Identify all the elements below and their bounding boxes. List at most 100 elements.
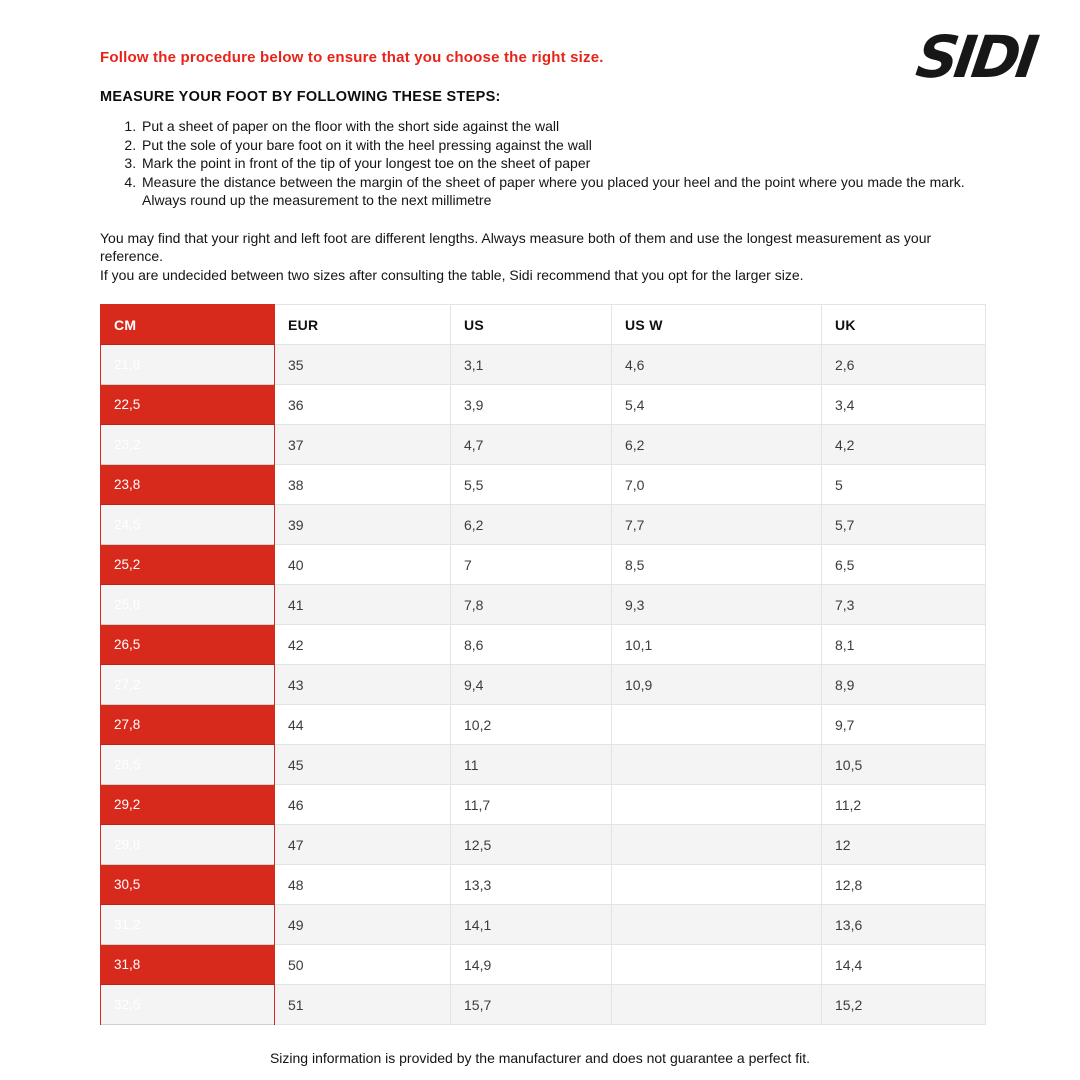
table-cell: 2,6: [821, 344, 986, 385]
table-row: 29,2 46 11,7 11,2: [100, 784, 986, 825]
table-cell: 43: [274, 664, 451, 705]
table-row: 28,5 45 11 10,5: [100, 744, 986, 785]
intro-text: Follow the procedure below to ensure tha…: [100, 49, 604, 66]
table-body: 21,8 35 3,1 4,6 2,6 22,5 36 3,9 5,4 3,4 23,2 37 4,7 6…: [100, 344, 986, 1025]
table-cell: 7,8: [450, 584, 612, 625]
step-item: Measure the distance between the margin …: [140, 173, 985, 210]
table-cell: 42: [274, 624, 451, 665]
table-cell: 5,5: [450, 464, 612, 505]
table-cell-cm: 29,8: [100, 824, 275, 865]
table-cell: [611, 984, 822, 1025]
table-cell: 3,1: [450, 344, 612, 385]
table-cell: [611, 824, 822, 865]
note-undecided: If you are undecided between two sizes a…: [100, 266, 804, 283]
table-row: 23,2 37 4,7 6,2 4,2: [100, 424, 986, 465]
table-cell: 35: [274, 344, 451, 385]
table-cell: 14,1: [450, 904, 612, 945]
step-item: Put the sole of your bare foot on it wit…: [140, 136, 985, 155]
table-cell: 11,7: [450, 784, 612, 825]
table-cell-cm: 23,8: [100, 464, 275, 505]
table-cell: 48: [274, 864, 451, 905]
table-cell: [611, 784, 822, 825]
table-cell: 10,5: [821, 744, 986, 785]
table-cell-cm: 29,2: [100, 784, 275, 825]
table-cell: [611, 704, 822, 745]
table-cell: 3,9: [450, 384, 612, 425]
table-cell: 9,3: [611, 584, 822, 625]
table-row: 30,5 48 13,3 12,8: [100, 864, 986, 905]
table-cell: 6,5: [821, 544, 986, 585]
table-cell: 38: [274, 464, 451, 505]
table-cell: 10,2: [450, 704, 612, 745]
steps-list: Put a sheet of paper on the floor with t…: [100, 117, 985, 210]
size-table: CM EUR US US W UK 21,8 35 3,1 4,6 2,6 22,5 36 3,9 5,…: [100, 304, 986, 1025]
table-cell: 8,6: [450, 624, 612, 665]
table-cell: 3,4: [821, 384, 986, 425]
table-cell: 8,5: [611, 544, 822, 585]
table-cell: 13,6: [821, 904, 986, 945]
header-row: CM EUR US US W UK: [100, 304, 986, 345]
notes-block: You may find that your right and left fo…: [100, 229, 985, 285]
table-row: 27,2 43 9,4 10,9 8,9: [100, 664, 986, 705]
table-cell: 9,4: [450, 664, 612, 705]
header-cell-uk: UK: [821, 304, 986, 345]
table-cell: 12: [821, 824, 986, 865]
table-cell: 6,2: [450, 504, 612, 545]
table-cell: 39: [274, 504, 451, 545]
header-cell-us-w: US W: [611, 304, 822, 345]
steps-heading: MEASURE YOUR FOOT BY FOLLOWING THESE STE…: [100, 89, 501, 105]
table-cell: 11: [450, 744, 612, 785]
table-cell: 12,5: [450, 824, 612, 865]
table-cell-cm: 22,5: [100, 384, 275, 425]
note-measure-both: You may find that your right and left fo…: [100, 229, 932, 265]
table-cell: 4,7: [450, 424, 612, 465]
footer-disclaimer: Sizing information is provided by the ma…: [269, 1050, 811, 1066]
header-cell-cm: CM: [100, 304, 275, 345]
table-cell: 14,4: [821, 944, 986, 985]
table-row: 24,5 39 6,2 7,7 5,7: [100, 504, 986, 545]
step-item: Put a sheet of paper on the floor with t…: [140, 117, 985, 136]
table-cell: 15,7: [450, 984, 612, 1025]
table-cell-cm: 25,2: [100, 544, 275, 585]
table-cell-cm: 26,5: [100, 624, 275, 665]
table-row: 29,8 47 12,5 12: [100, 824, 986, 865]
table-cell-cm: 32,5: [100, 984, 275, 1025]
table-cell: 10,9: [611, 664, 822, 705]
table-cell: 5,4: [611, 384, 822, 425]
table-cell: 44: [274, 704, 451, 745]
table-cell: 7,7: [611, 504, 822, 545]
table-cell-cm: 28,5: [100, 744, 275, 785]
content-area: Follow the procedure below to ensure tha…: [100, 0, 986, 1025]
table-cell-cm: 31,8: [100, 944, 275, 985]
table-cell: 41: [274, 584, 451, 625]
table-cell: 51: [274, 984, 451, 1025]
table-row: 22,5 36 3,9 5,4 3,4: [100, 384, 986, 425]
table-cell-cm: 24,5: [100, 504, 275, 545]
table-cell: 6,2: [611, 424, 822, 465]
table-cell-cm: 30,5: [100, 864, 275, 905]
table-cell: 36: [274, 384, 451, 425]
table-cell: 47: [274, 824, 451, 865]
table-cell: 40: [274, 544, 451, 585]
table-cell: 5,7: [821, 504, 986, 545]
table-cell: 7: [450, 544, 612, 585]
table-row: 25,2 40 7 8,5 6,5: [100, 544, 986, 585]
table-row: 25,8 41 7,8 9,3 7,3: [100, 584, 986, 625]
table-cell: 15,2: [821, 984, 986, 1025]
table-cell: [611, 744, 822, 785]
table-cell: 7,0: [611, 464, 822, 505]
table-cell: 4,2: [821, 424, 986, 465]
header-cell-us: US: [450, 304, 612, 345]
table-row: 31,2 49 14,1 13,6: [100, 904, 986, 945]
table-row: 26,5 42 8,6 10,1 8,1: [100, 624, 986, 665]
table-cell: [611, 944, 822, 985]
table-cell-cm: 27,2: [100, 664, 275, 705]
step-item: Mark the point in front of the tip of yo…: [140, 154, 985, 173]
table-cell: 14,9: [450, 944, 612, 985]
header-cell-eur: EUR: [274, 304, 451, 345]
table-cell: 4,6: [611, 344, 822, 385]
table-cell: 10,1: [611, 624, 822, 665]
table-row: 32,5 51 15,7 15,2: [100, 984, 986, 1025]
table-cell-cm: 21,8: [100, 344, 275, 385]
